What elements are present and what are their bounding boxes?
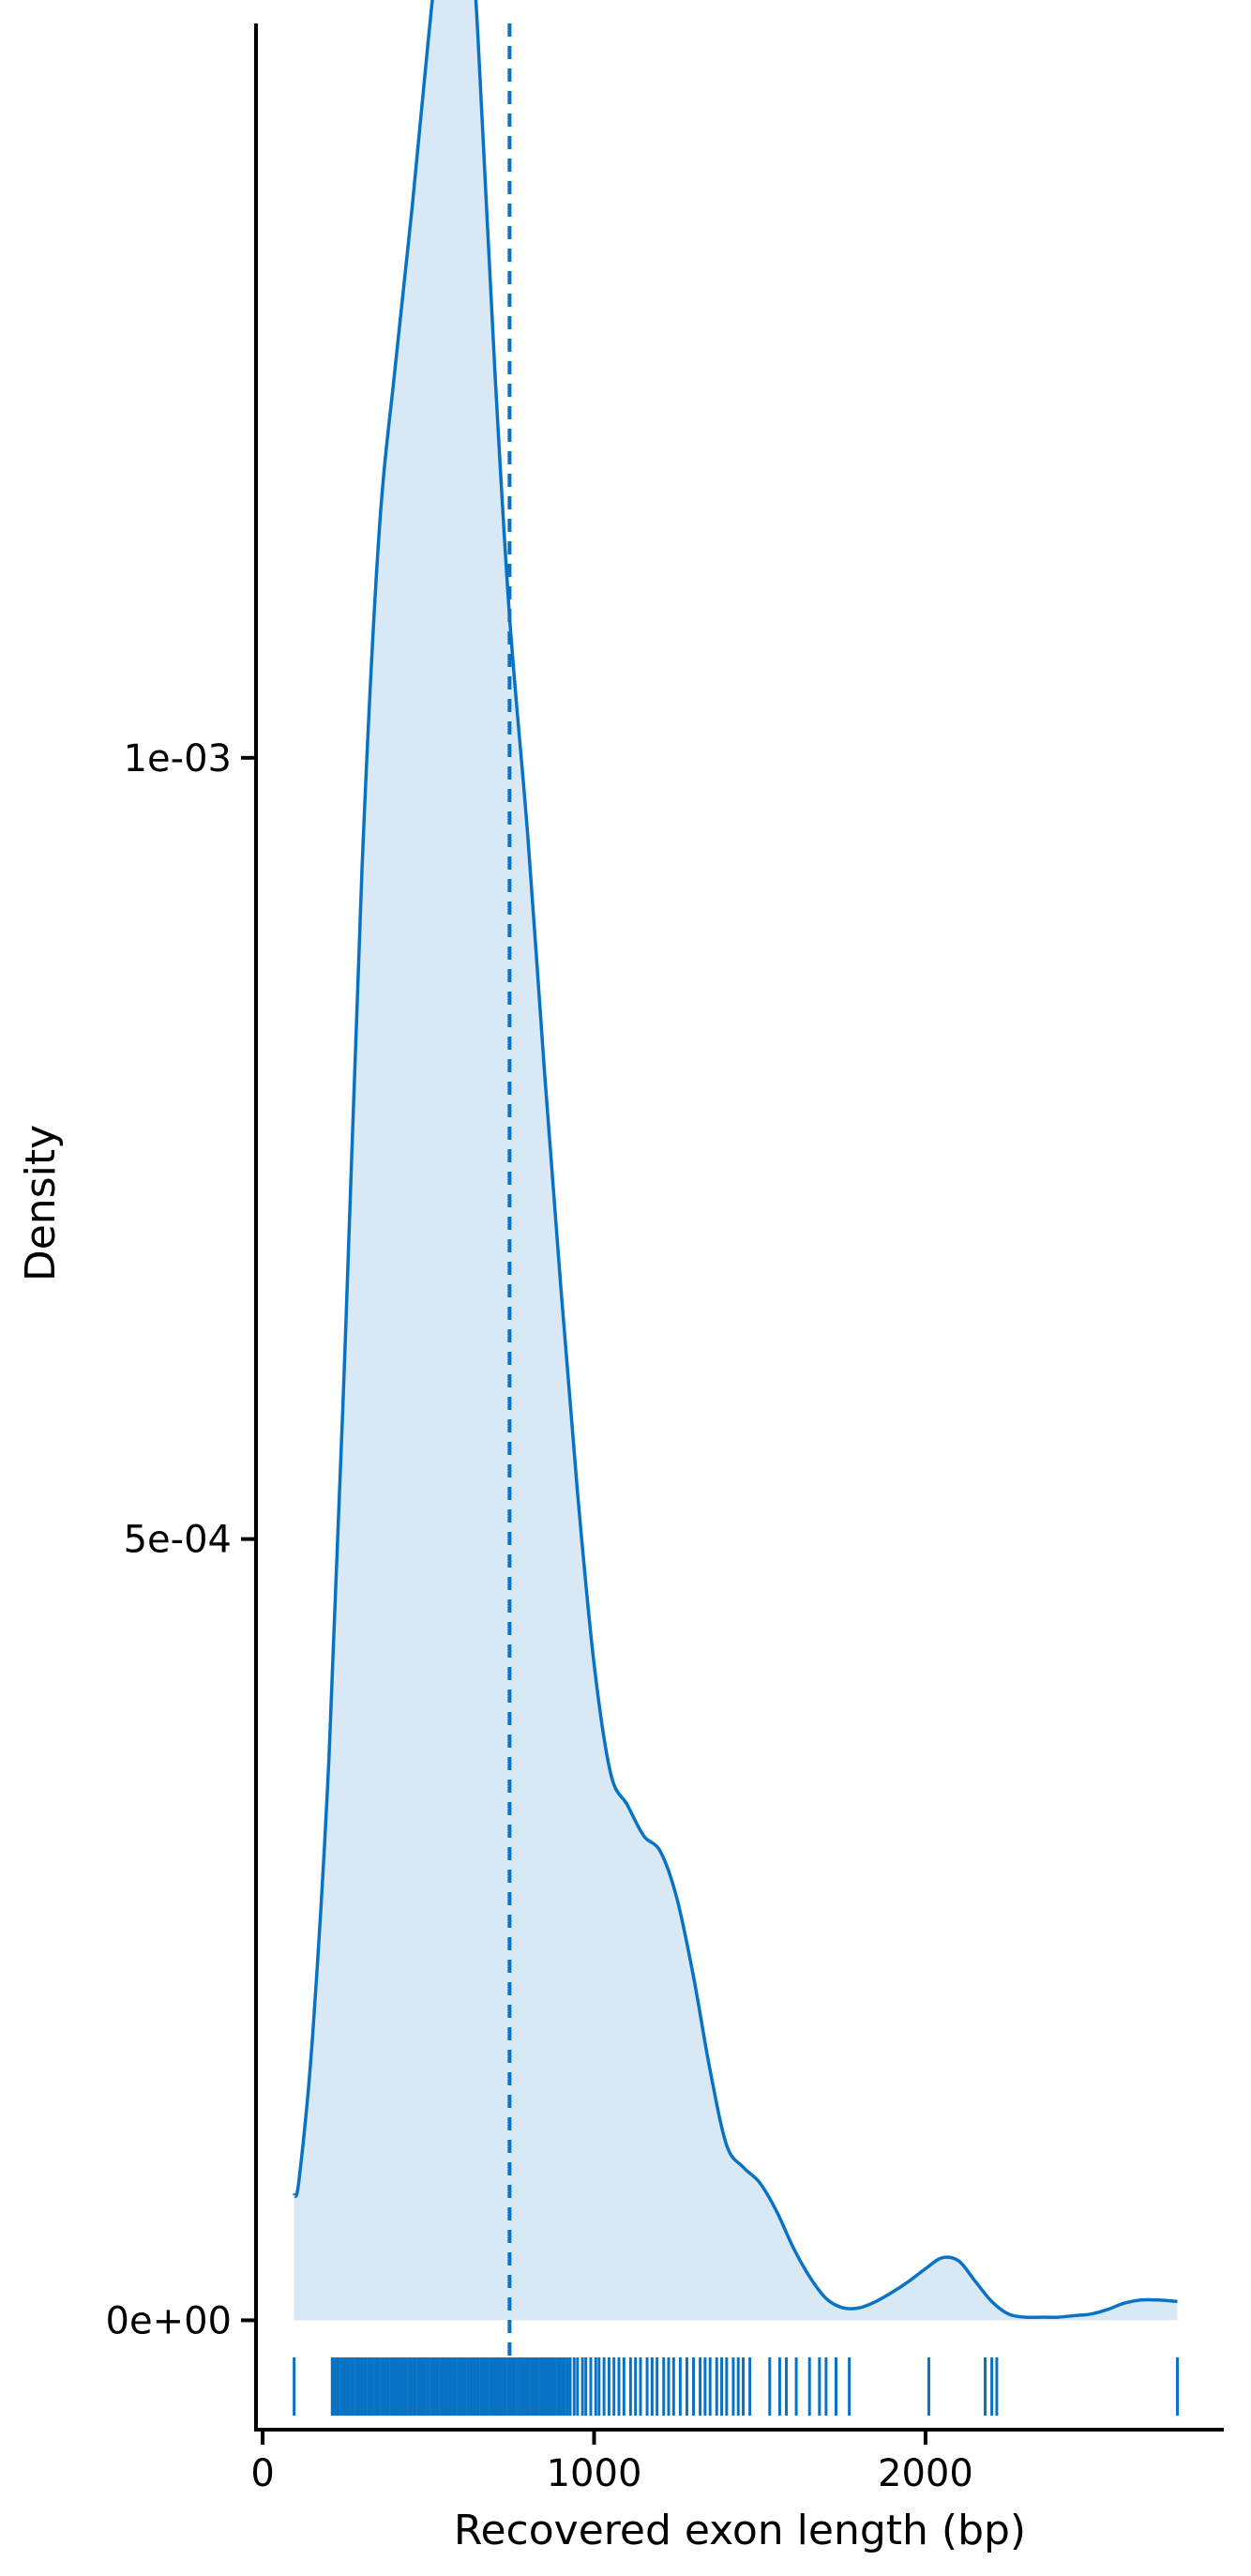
plot-area — [292, 0, 1180, 2416]
x-tick-label: 2000 — [878, 2452, 973, 2495]
x-tick-label: 0 — [250, 2452, 274, 2495]
rug-marks — [293, 2357, 1180, 2416]
density-area-fill — [294, 0, 1178, 2321]
y-tick-label: 5e-04 — [124, 1519, 232, 1562]
y-axis-ticks: 0e+00 5e-04 1e-03 — [106, 737, 256, 2342]
x-axis-title: Recovered exon length (bp) — [454, 2507, 1026, 2554]
x-tick-label: 1000 — [547, 2452, 642, 2495]
y-tick-label: 1e-03 — [124, 737, 232, 780]
y-tick-label: 0e+00 — [106, 2299, 232, 2342]
density-curve — [292, 0, 1178, 2320]
x-axis-ticks: 0 1000 2000 — [250, 2430, 973, 2495]
y-axis-title: Density — [17, 1125, 65, 1281]
